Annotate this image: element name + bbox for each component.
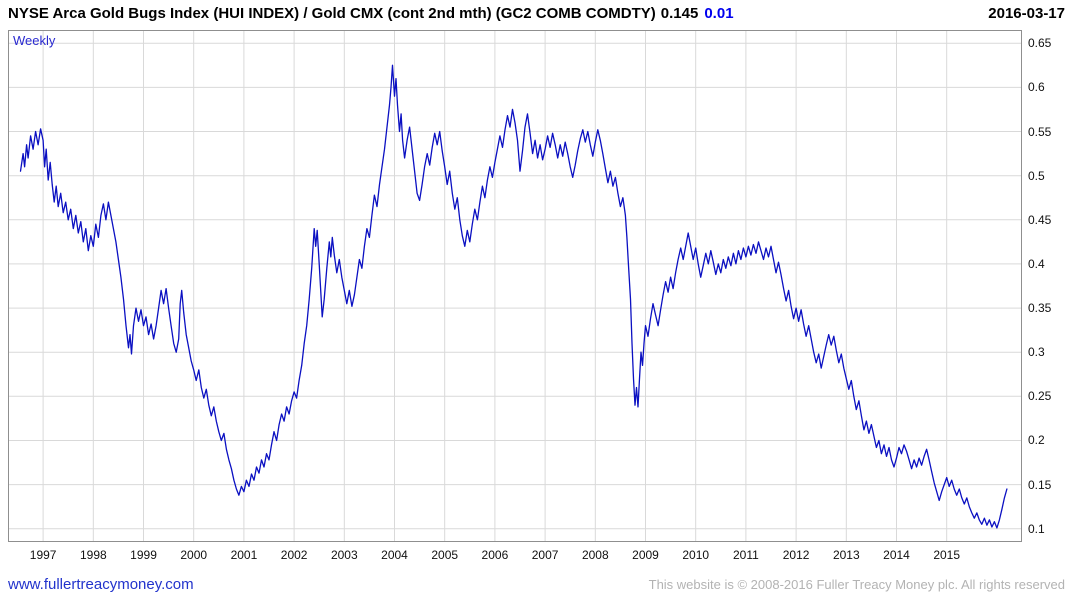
chart-header: NYSE Arca Gold Bugs Index (HUI INDEX) / …	[8, 5, 1065, 22]
y-tick-label: 0.15	[1028, 477, 1052, 492]
x-tick-label: 2010	[682, 548, 710, 562]
chart-title-row: NYSE Arca Gold Bugs Index (HUI INDEX) / …	[8, 5, 734, 22]
y-tick-label: 0.2	[1028, 433, 1045, 448]
x-tick-label: 2013	[832, 548, 860, 562]
x-tick-label: 2005	[431, 548, 459, 562]
site-link[interactable]: www.fullertreacymoney.com	[8, 576, 194, 593]
y-tick-label: 0.25	[1028, 389, 1052, 404]
y-tick-label: 0.6	[1028, 80, 1045, 95]
x-tick-label: 2007	[531, 548, 559, 562]
x-tick-label: 2009	[632, 548, 659, 562]
timeframe-label: Weekly	[13, 33, 56, 48]
x-tick-label: 2014	[883, 548, 910, 562]
chart-date: 2016-03-17	[988, 5, 1065, 22]
y-tick-label: 0.35	[1028, 301, 1052, 316]
x-tick-label: 2004	[381, 548, 408, 562]
y-tick-label: 0.55	[1028, 124, 1052, 139]
x-tick-label: 2000	[180, 548, 208, 562]
y-tick-label: 0.5	[1028, 168, 1045, 183]
x-tick-label: 2015	[933, 548, 961, 562]
x-tick-label: 2012	[782, 548, 810, 562]
price-line-chart[interactable]	[8, 30, 1022, 542]
x-tick-label: 2011	[733, 548, 759, 562]
chart-title: NYSE Arca Gold Bugs Index (HUI INDEX) / …	[8, 5, 656, 22]
x-tick-label: 2002	[280, 548, 308, 562]
x-tick-label: 1998	[79, 548, 107, 562]
x-tick-label: 2001	[230, 548, 258, 562]
y-tick-label: 0.1	[1028, 521, 1045, 536]
y-tick-label: 0.65	[1028, 36, 1052, 51]
y-tick-label: 0.4	[1028, 256, 1045, 271]
chart-change-value: 0.01	[704, 5, 734, 22]
copyright-text: This website is © 2008-2016 Fuller Treac…	[648, 577, 1065, 592]
x-tick-label: 2008	[581, 548, 609, 562]
y-tick-label: 0.3	[1028, 345, 1045, 360]
y-tick-label: 0.45	[1028, 212, 1052, 227]
x-tick-label: 2006	[481, 548, 509, 562]
chart-last-value: 0.145	[660, 5, 699, 22]
x-tick-label: 2003	[330, 548, 358, 562]
x-tick-label: 1999	[130, 548, 157, 562]
plot-area: Weekly	[8, 30, 1022, 542]
x-tick-label: 1997	[29, 548, 57, 562]
